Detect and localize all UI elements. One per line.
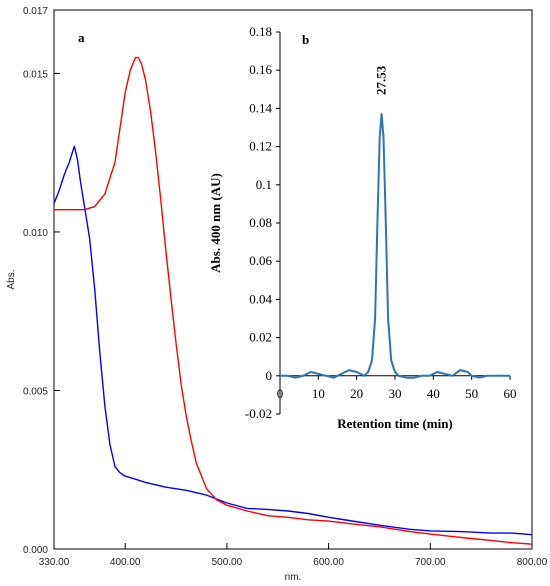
main-x-tick-label: 600.00 xyxy=(313,557,344,568)
inset-y-tick-label: 0.08 xyxy=(249,215,272,230)
main-y-tick-label: 0.000 xyxy=(23,545,48,556)
main-x-tick-label: 800.00 xyxy=(517,557,548,568)
inset-x-tick-label: 30 xyxy=(389,386,402,401)
inset-x-ticks: 0 10 20 30 40 50 60 xyxy=(277,375,517,401)
inset-y-tick-label: 0.16 xyxy=(249,62,272,77)
inset-x-tick-label: 60 xyxy=(504,386,517,401)
main-y-tick-label: 0.017 xyxy=(23,6,48,17)
main-y-tick-label: 0.015 xyxy=(23,69,48,80)
inset-chart: 0 10 20 30 40 50 60 -0.02 0 0.02 0.04 0.06 0.08 0.1 0… xyxy=(208,24,517,431)
inset-y-tick-label: 0.04 xyxy=(249,291,272,306)
inset-y-tick-label: 0.14 xyxy=(249,100,272,115)
inset-y-tick-label: 0.06 xyxy=(249,253,272,268)
inset-y-tick-label: 0.1 xyxy=(256,177,272,192)
main-y-ticks: 0.000 0.005 0.010 0.015 0.017 xyxy=(23,6,60,556)
main-series-line-1 xyxy=(53,145,533,536)
inset-y-axis-label: Abs. 400 nm (AU) xyxy=(208,173,223,273)
inset-x-tick-label: 50 xyxy=(465,386,478,401)
inset-series-line-1 xyxy=(280,113,510,379)
peak-annotation: 27.53 xyxy=(374,65,389,95)
panel-a-label: a xyxy=(78,30,85,45)
main-x-tick-label: 330.00 xyxy=(39,557,70,568)
inset-y-tick-label: 0 xyxy=(266,368,273,383)
main-x-ticks: 330.00 400.00 500.00 600.00 700.00 800.00 xyxy=(39,543,548,568)
main-x-tick-label: 500.00 xyxy=(212,557,243,568)
main-x-tick-label: 400.00 xyxy=(110,557,141,568)
inset-series xyxy=(280,113,510,379)
panel-b-label: b xyxy=(302,32,309,47)
inset-x-tick-label: 20 xyxy=(350,386,363,401)
main-y-tick-label: 0.005 xyxy=(23,386,48,397)
inset-x-tick-label: 40 xyxy=(427,386,440,401)
main-series-line-2 xyxy=(54,56,533,545)
inset-y-tick-label: 0.12 xyxy=(249,139,272,154)
main-y-tick-label: 0.010 xyxy=(23,228,48,239)
main-x-tick-label: 700.00 xyxy=(415,557,446,568)
inset-x-tick-label: 10 xyxy=(312,386,325,401)
main-x-axis-label: nm. xyxy=(285,572,302,583)
inset-y-tick-label: 0.18 xyxy=(249,24,272,39)
inset-y-tick-label: -0.02 xyxy=(245,406,272,421)
inset-x-axis-label: Retention time (min) xyxy=(337,416,453,431)
main-plot-frame xyxy=(53,9,533,550)
inset-y-ticks: -0.02 0 0.02 0.04 0.06 0.08 0.1 0.12 0.14 0.16 0.1… xyxy=(245,24,280,421)
main-series xyxy=(53,56,533,545)
inset-y-tick-label: 0.02 xyxy=(249,330,272,345)
main-chart: 330.00 400.00 500.00 600.00 700.00 800.00 0.0… xyxy=(6,6,548,583)
inset-x-tick-label: 0 xyxy=(277,386,284,401)
main-y-axis-label: Abs. xyxy=(6,269,17,289)
